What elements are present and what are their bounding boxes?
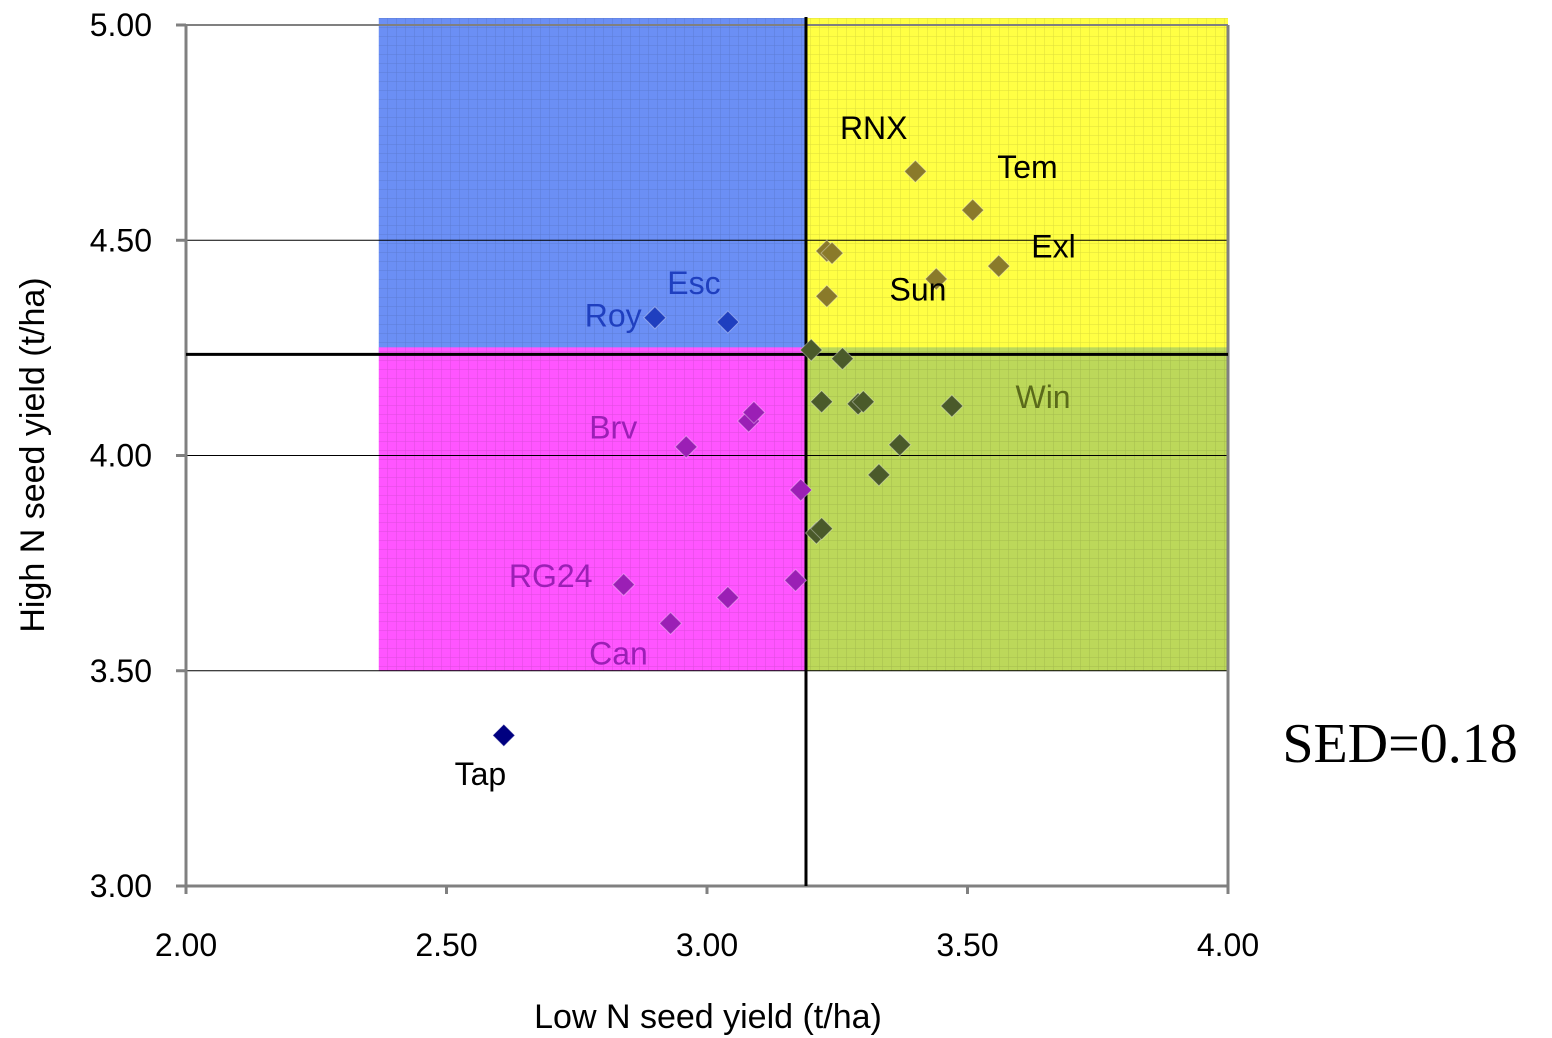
data-point	[658, 611, 683, 636]
point-label: RG24	[509, 558, 593, 594]
data-point	[742, 400, 766, 425]
y-tick-label: 5.00	[90, 7, 152, 43]
data-point	[716, 310, 740, 334]
x-tick-label: 3.50	[936, 927, 998, 963]
data-point	[783, 568, 808, 593]
point-label: Exl	[1031, 228, 1075, 264]
region-top-left-hatch	[378, 18, 806, 355]
point-label: Esc	[667, 265, 720, 301]
x-tick-label: 2.00	[155, 927, 217, 963]
point-label: Win	[1015, 379, 1070, 415]
data-point	[888, 433, 912, 457]
data-point	[924, 267, 948, 291]
data-point	[940, 394, 964, 418]
point-label: Can	[589, 635, 648, 671]
data-point	[987, 254, 1011, 278]
reference-lines	[186, 17, 1228, 886]
data-point	[820, 241, 844, 265]
data-points	[492, 159, 1011, 748]
x-tick-label: 2.50	[415, 927, 477, 963]
y-tick-label: 4.00	[90, 438, 152, 474]
point-labels: RNX Tem Exl Sun Esc Roy Win Brv RG24 Can Tap	[455, 110, 1076, 792]
data-point	[867, 463, 891, 487]
y-tick-label: 4.50	[90, 222, 152, 258]
x-tick-labels: 2.00 2.50 3.00 3.50 4.00	[155, 927, 1259, 963]
y-axis-title: High N seed yield (t/ha)	[14, 277, 52, 632]
data-point	[799, 338, 823, 362]
data-point	[492, 723, 516, 748]
sed-annotation: SED=0.18	[1282, 713, 1517, 775]
data-point	[674, 435, 698, 459]
point-label: RNX	[840, 110, 908, 146]
data-point	[815, 284, 839, 308]
data-point	[789, 478, 813, 502]
data-point	[809, 389, 834, 414]
data-point	[643, 306, 667, 330]
region-top-right-hatch	[805, 18, 1228, 355]
point-label: Roy	[585, 297, 642, 333]
x-tick-label: 3.00	[676, 927, 738, 963]
data-point	[903, 159, 928, 184]
data-point	[851, 389, 876, 414]
data-point	[830, 346, 855, 371]
region-bottom-left-hatch	[378, 347, 806, 671]
x-tick-label: 4.00	[1197, 927, 1259, 963]
y-tick-label: 3.00	[90, 868, 152, 904]
point-label: Brv	[589, 409, 637, 445]
data-point	[961, 198, 985, 222]
plot-frame	[176, 23, 1230, 894]
point-label: Tem	[997, 149, 1057, 185]
y-tick-label: 3.50	[90, 653, 152, 689]
data-point	[716, 585, 740, 610]
data-point	[809, 516, 834, 541]
point-label: Sun	[890, 272, 947, 308]
x-axis-title: Low N seed yield (t/ha)	[534, 998, 882, 1036]
quadrant-regions	[378, 18, 1228, 671]
point-label: Tap	[455, 756, 507, 792]
y-tick-labels: 3.00 3.50 4.00 4.50 5.00	[90, 7, 152, 904]
data-point	[611, 572, 636, 597]
region-bottom-right-hatch	[805, 347, 1228, 671]
